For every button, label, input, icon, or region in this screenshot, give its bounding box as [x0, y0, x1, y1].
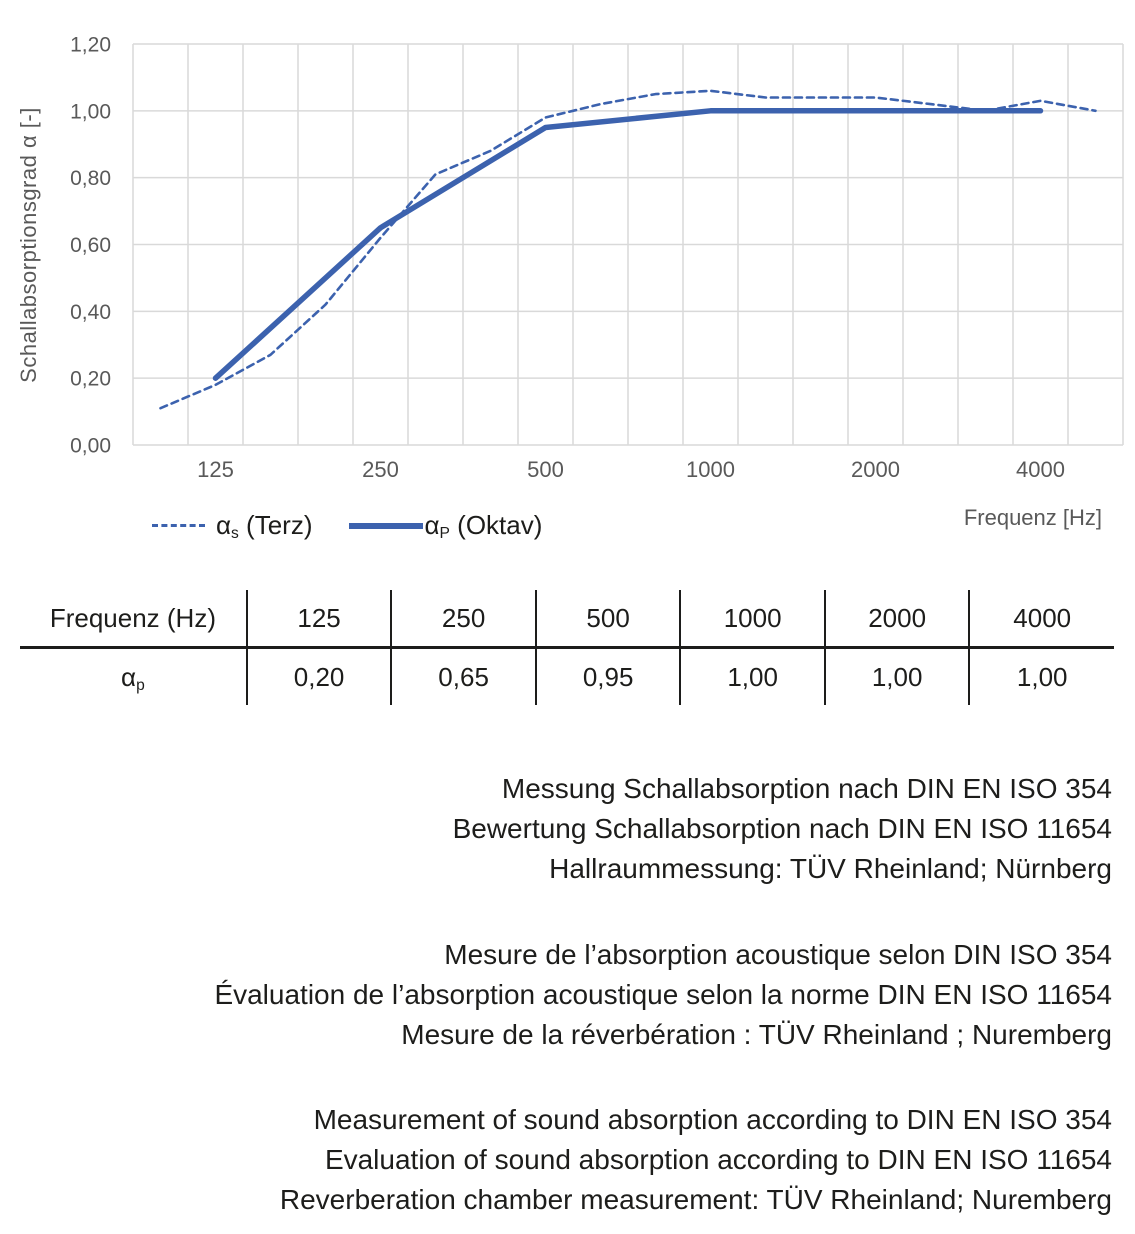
legend-item-oktav: αP (Oktav) — [348, 510, 543, 543]
y-tick-label: 0,60 — [70, 234, 111, 257]
french-note-line: Mesure de l’absorption acoustique selon … — [444, 939, 1112, 970]
dashed-line-sample — [152, 524, 205, 527]
solid-line-sample — [348, 522, 423, 529]
table-cell-value: 0,95 — [535, 647, 682, 705]
table-cell-freq: 250 — [391, 590, 537, 649]
absorption-table: Frequenz (Hz) 125 250 500 1000 2000 4000… — [20, 590, 1114, 705]
y-tick-label: 0,00 — [70, 435, 111, 458]
table-header-row: Frequenz (Hz) 125 250 500 1000 2000 4000 — [20, 590, 1114, 649]
absorption-chart: 0,00 0,20 0,40 0,60 0,80 1,00 1,20 125 250 500 100… — [70, 34, 1124, 482]
y-tick-label: 0,20 — [70, 368, 111, 391]
legend-label-terz: αs (Terz) — [216, 510, 313, 543]
x-tick-label: 2000 — [851, 457, 900, 482]
table-cell-value: 1,00 — [1016, 661, 1068, 692]
table-cell-value: 0,65 — [391, 647, 537, 705]
series-solid-line — [212, 108, 1044, 381]
table-cell-value: 1,00 — [824, 647, 971, 705]
x-tick-label: 250 — [362, 457, 399, 482]
table-row-label: αp — [20, 647, 248, 705]
x-tick-label: 500 — [527, 457, 564, 482]
x-tick-label: 4000 — [1016, 457, 1065, 482]
table-cell-value: 1,00 — [680, 647, 826, 705]
german-note-line: Hallraummessung: TÜV Rheinland; Nürnberg — [549, 853, 1112, 884]
table-cell-freq: 2000 — [824, 590, 971, 649]
y-tick-label: 1,20 — [70, 34, 111, 57]
table-cell-freq: 500 — [535, 590, 682, 649]
german-note-line: Bewertung Schallabsorption nach DIN EN I… — [452, 813, 1112, 844]
series-dashed-line — [159, 89, 1097, 410]
table-cell-value: 0,20 — [246, 647, 393, 705]
german-note-line: Messung Schallabsorption nach DIN EN ISO… — [501, 773, 1112, 804]
y-axis-title: Schallabsorptionsgrad α [-] — [12, 44, 46, 445]
german-note: Messung Schallabsorption nach DIN EN ISO… — [453, 769, 1112, 889]
chart-legend: αs (Terz) αP (Oktav) — [152, 510, 543, 543]
legend-item-terz: αs (Terz) — [152, 510, 313, 543]
table-cell-freq: 125 — [246, 590, 393, 649]
english-note-line: Reverberation chamber measurement: TÜV R… — [279, 1184, 1112, 1215]
table-header-label: Frequenz (Hz) — [20, 590, 248, 649]
table-value-row: αp 0,20 0,65 0,95 1,00 1,00 1,00 — [20, 647, 1114, 705]
table-cell-freq: 1000 — [680, 590, 826, 649]
french-note-line: Évaluation de l’absorption acoustique se… — [214, 979, 1112, 1010]
x-tick-label: 125 — [197, 457, 234, 482]
french-note: Mesure de l’absorption acoustique selon … — [214, 935, 1112, 1055]
french-note-line: Mesure de la réverbération : TÜV Rheinla… — [401, 1019, 1112, 1050]
legend-label-oktav: αP (Oktav) — [424, 510, 543, 543]
english-note: Measurement of sound absorption accordin… — [280, 1100, 1112, 1220]
y-axis-title-text: Schallabsorptionsgrad α [-] — [16, 106, 41, 383]
y-tick-label: 1,00 — [70, 100, 111, 123]
table-cell-freq: 4000 — [969, 590, 1114, 649]
y-tick-label: 0,40 — [70, 301, 111, 324]
english-note-line: Evaluation of sound absorption according… — [324, 1144, 1112, 1175]
y-tick-label: 0,80 — [70, 167, 111, 190]
x-tick-label: 1000 — [686, 457, 735, 482]
english-note-line: Measurement of sound absorption accordin… — [313, 1104, 1112, 1135]
x-axis-title: Frequenz [Hz] — [963, 505, 1102, 530]
